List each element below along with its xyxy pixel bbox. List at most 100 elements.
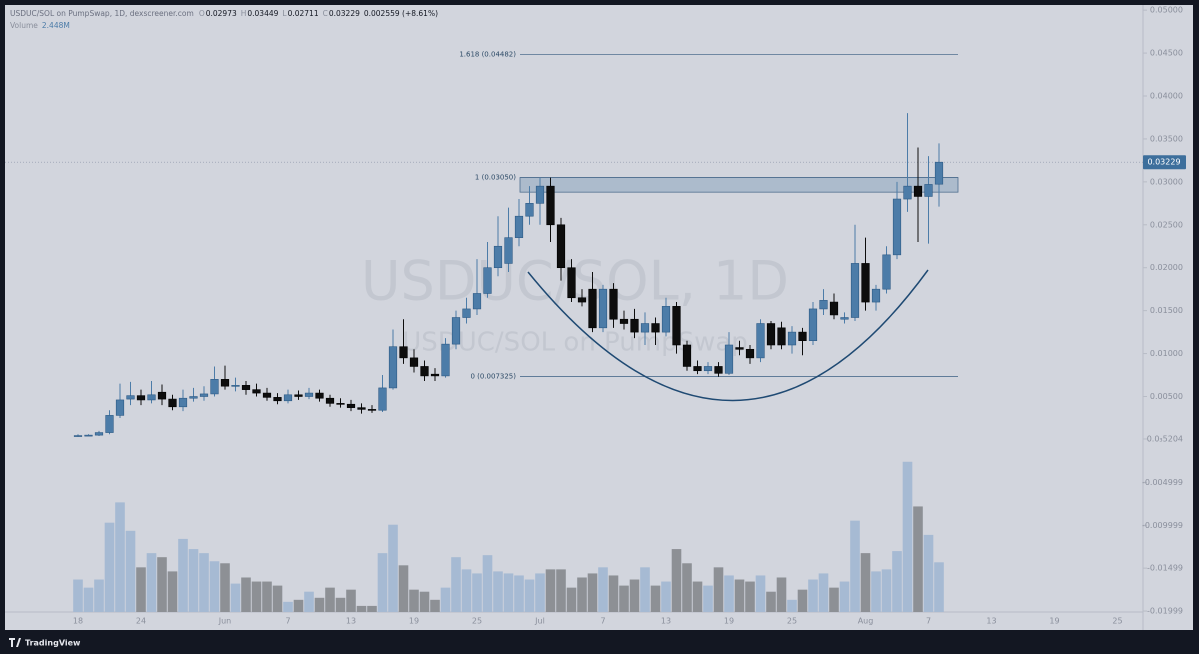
candle-body xyxy=(504,237,513,264)
volume-header: Volume 2.448M xyxy=(10,21,70,30)
volume-bar xyxy=(797,589,808,612)
y-tick-label: 0.01500 xyxy=(1150,306,1183,315)
volume-bar xyxy=(682,563,692,612)
volume-bar xyxy=(934,562,944,612)
candle-body xyxy=(189,396,198,399)
volume-bar xyxy=(776,577,787,612)
x-tick-label: 7 xyxy=(926,617,931,626)
volume-bar xyxy=(923,534,934,612)
candle-body xyxy=(735,347,744,350)
candle-body xyxy=(567,267,576,299)
volume-bar xyxy=(73,579,83,612)
x-tick-label: 19 xyxy=(409,617,419,626)
candle-body xyxy=(556,224,566,269)
volume-bar xyxy=(871,571,881,612)
volume-bar xyxy=(209,561,220,612)
candle-body xyxy=(483,267,492,294)
candle-body xyxy=(714,366,723,374)
y-tick-label: 0.04000 xyxy=(1150,92,1183,101)
header: USDUC/SOL on PumpSwap, 1D, dexscreener.c… xyxy=(10,9,438,18)
plot: 0.05000 0.04500 0.04000 0.03500 0.03000 0.025… xyxy=(5,6,1183,626)
candle-body xyxy=(357,407,366,410)
volume-bar xyxy=(661,581,671,612)
candle-body xyxy=(378,387,387,411)
candle-body xyxy=(808,308,818,341)
candle-body xyxy=(252,389,261,394)
volume-bar xyxy=(503,573,514,612)
candle-body xyxy=(766,323,776,346)
volume-bar xyxy=(808,579,818,612)
volume-bar xyxy=(304,591,314,612)
x-tick-label: 7 xyxy=(600,617,605,626)
candle-body xyxy=(609,288,618,320)
candle-body xyxy=(493,245,503,269)
volume-bar xyxy=(199,553,209,612)
volume-bar xyxy=(734,579,745,612)
candle-body xyxy=(430,373,440,377)
volume-bar xyxy=(482,555,493,612)
candle-body xyxy=(399,346,408,359)
candle-body xyxy=(871,288,881,303)
volume-bar xyxy=(829,587,839,612)
candle-body xyxy=(913,185,923,197)
footer-brand[interactable]: TradingView xyxy=(25,639,81,648)
candle-body xyxy=(850,263,860,318)
volume-bar xyxy=(356,605,367,612)
volume-bar xyxy=(913,506,923,612)
volume-bar xyxy=(577,577,587,612)
y-tick-label: 0.01000 xyxy=(1150,349,1183,358)
candle-body xyxy=(304,392,314,397)
volume-bar xyxy=(703,585,713,612)
volume-bar xyxy=(430,599,440,612)
volume-bar xyxy=(136,567,146,612)
fib-label: 0 (0.007325) xyxy=(470,373,516,381)
x-tick-label: 13 xyxy=(346,617,356,626)
ohlc-letter: H xyxy=(241,9,247,18)
volume-bar xyxy=(335,597,346,612)
candle-body xyxy=(420,366,429,377)
tradingview-logo[interactable] xyxy=(9,638,21,647)
candle-body xyxy=(546,185,555,226)
x-tick-label: 24 xyxy=(136,617,146,626)
volume-bar xyxy=(83,587,94,612)
x-tick-label: 13 xyxy=(986,617,996,626)
y-tick-label: -0.009999 xyxy=(1142,521,1183,530)
fib-label: 1 (0.03050) xyxy=(475,174,516,182)
volume-bar xyxy=(104,522,115,612)
candle-body xyxy=(220,379,230,387)
candle-body xyxy=(168,398,177,408)
candle-body xyxy=(462,308,471,318)
candle-body xyxy=(588,288,597,329)
close-value: 0.03229 xyxy=(329,9,360,18)
x-tick-label: 7 xyxy=(285,617,290,626)
candle-body xyxy=(745,348,755,359)
y-tick-label: 0.03000 xyxy=(1150,177,1183,186)
candle-body xyxy=(315,392,324,399)
x-tick-label: 25 xyxy=(1112,617,1122,626)
candle-body xyxy=(294,394,303,397)
candle-body xyxy=(619,318,629,324)
change-value: 0.002559 (+8.61%) xyxy=(364,9,438,18)
y-tick-label: 0.04500 xyxy=(1150,49,1183,58)
x-tick-label: Aug xyxy=(858,617,874,626)
volume-bar xyxy=(619,585,629,612)
volume-bar xyxy=(325,587,335,612)
x-tick-label: 18 xyxy=(73,617,83,626)
volume-bar xyxy=(818,573,829,612)
volume-bar xyxy=(745,581,755,612)
volume-bar xyxy=(650,585,661,612)
volume-bar xyxy=(377,553,388,612)
resistance-zone xyxy=(519,177,959,193)
candle-body xyxy=(94,432,104,436)
footer-bar xyxy=(0,632,1199,654)
x-tick-label: Jul xyxy=(534,617,545,626)
y-tick-label: 0.05000 xyxy=(1150,6,1183,15)
volume-bar xyxy=(367,605,377,612)
volume-bar xyxy=(272,585,283,612)
volume-bar xyxy=(839,581,850,612)
volume-bar xyxy=(115,502,125,612)
candle-body xyxy=(892,198,902,256)
volume-bar xyxy=(188,549,199,612)
